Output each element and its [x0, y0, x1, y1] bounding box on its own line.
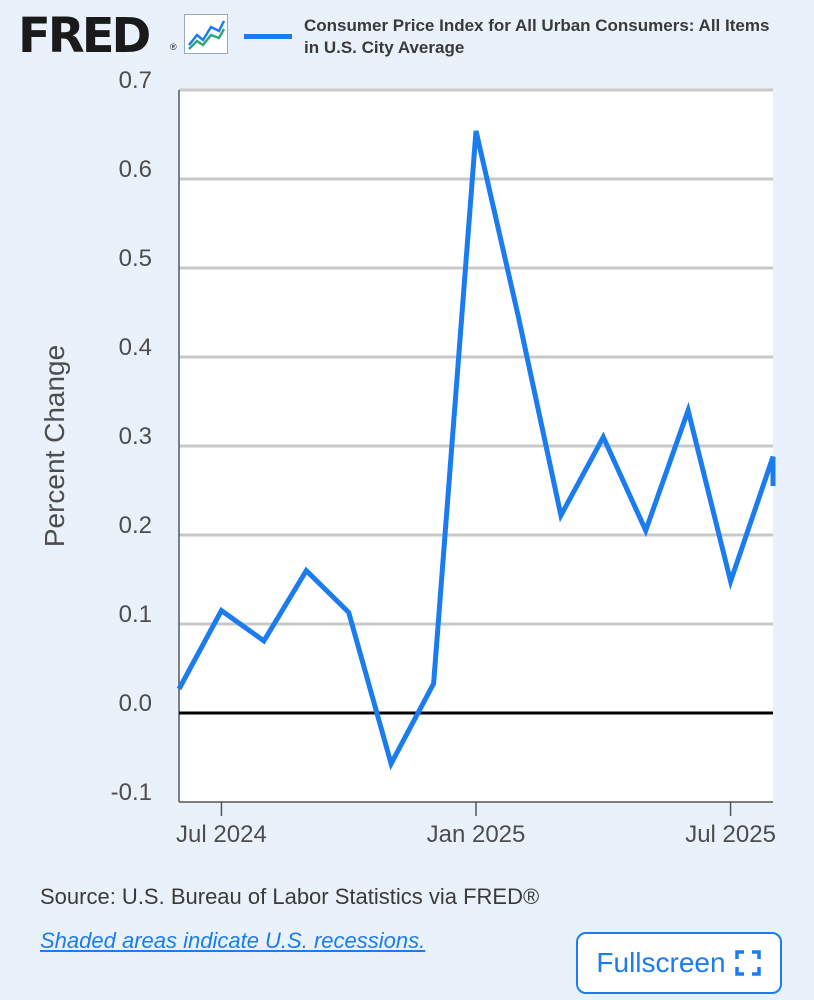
y-axis-label: Percent Change [39, 345, 70, 547]
chart-area: -0.1 0.0 0.1 0.2 0.3 0.4 0.5 0.6 0.7 Jul 2024 Jan… [39, 67, 776, 848]
recessions-link[interactable]: Shaded areas indicate U.S. recessions. [40, 928, 426, 953]
x-tick-label: Jul 2025 [685, 821, 776, 848]
line-chart-icon [184, 14, 228, 54]
fullscreen-label: Fullscreen [596, 947, 726, 978]
source-text: Source: U.S. Bureau of Labor Statistics … [40, 884, 540, 909]
y-tick-label: 0.5 [119, 245, 152, 272]
expand-icon [734, 949, 762, 977]
chart-header: FRED ® Consumer Price Index for All Urba… [0, 0, 814, 70]
grid-lines [179, 88, 773, 626]
y-tick-label: 0.7 [119, 67, 152, 94]
y-tick-label: 0.2 [119, 512, 152, 539]
y-axis-ticks: -0.1 0.0 0.1 0.2 0.3 0.4 0.5 0.6 0.7 [111, 67, 152, 806]
series-line[interactable] [176, 130, 776, 771]
y-tick-label: 0.0 [119, 690, 152, 717]
fullscreen-button[interactable]: Fullscreen [576, 932, 782, 994]
legend-swatch [244, 34, 292, 39]
fred-logo-registered-mark: ® [170, 42, 177, 52]
legend-label: Consumer Price Index for All Urban Consu… [304, 16, 770, 57]
y-tick-label: 0.3 [119, 423, 152, 450]
series-layer [176, 130, 776, 771]
x-tick-label: Jul 2024 [176, 821, 267, 848]
y-tick-label: 0.1 [119, 601, 152, 628]
x-tick-label: Jan 2025 [427, 821, 526, 848]
y-tick-label: 0.6 [119, 156, 152, 183]
fred-logo[interactable]: FRED [18, 8, 151, 64]
y-tick-label: 0.4 [119, 334, 152, 361]
y-tick-label: -0.1 [111, 779, 152, 806]
x-axis-ticks: Jul 2024 Jan 2025 Jul 2025 [176, 802, 776, 848]
